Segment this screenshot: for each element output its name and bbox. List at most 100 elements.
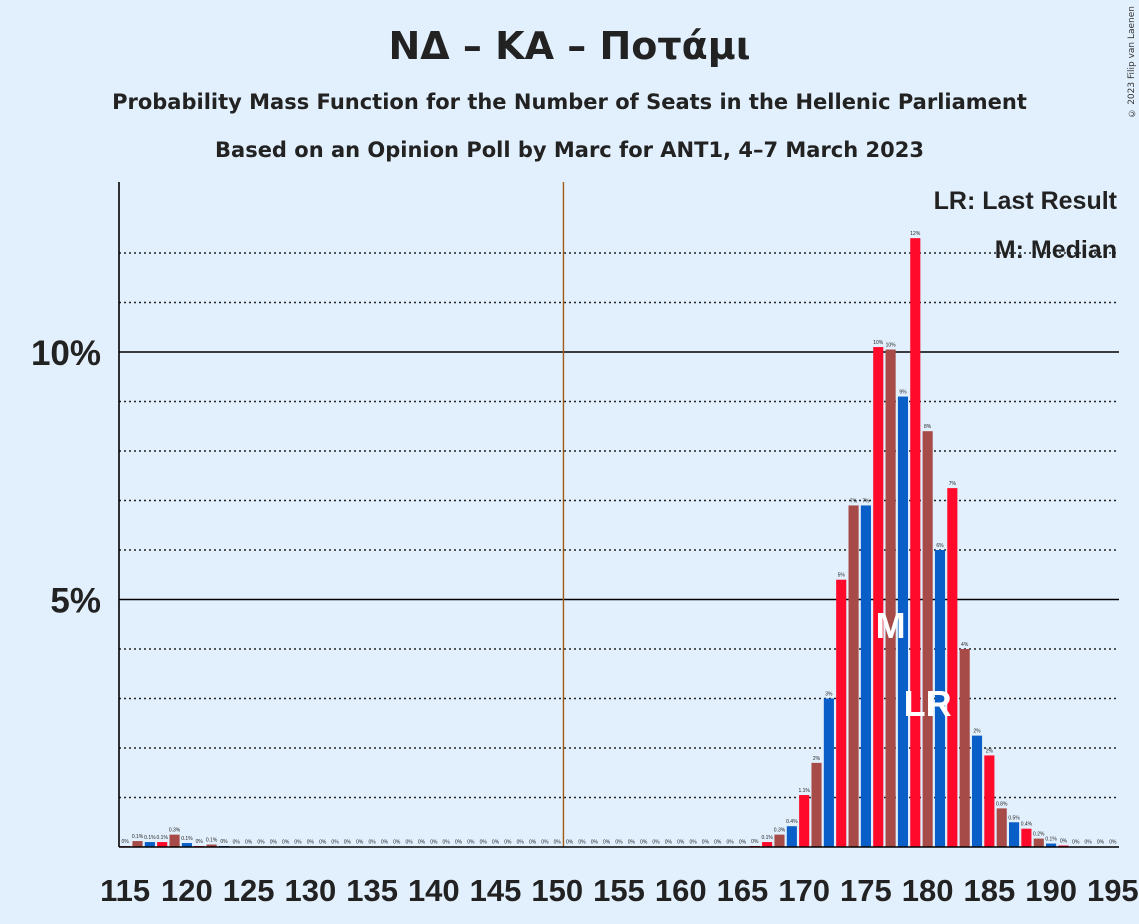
bar-label-117: 0.1%	[144, 835, 156, 841]
bar-label-155: 0%	[615, 840, 623, 846]
bar-184	[971, 735, 983, 847]
bar-169	[786, 826, 797, 847]
bar-label-175: 7%	[862, 498, 870, 504]
x-tick-label: 140	[408, 873, 460, 908]
bar-label-179: 12%	[910, 231, 921, 237]
median-marker: M	[876, 605, 906, 646]
bar-183	[959, 649, 970, 847]
bar-label-152: 0%	[578, 840, 586, 846]
bar-168	[774, 834, 785, 847]
bar-label-162: 0%	[702, 840, 710, 846]
bar-label-174: 7%	[850, 498, 858, 504]
bar-label-135: 0%	[368, 840, 376, 846]
bar-label-194: 0%	[1097, 840, 1105, 846]
x-tick-label: 150	[531, 873, 583, 908]
bar-173	[836, 579, 847, 847]
bar-label-189: 0.2%	[1033, 832, 1045, 838]
bar-label-131: 0%	[319, 840, 327, 846]
bar-label-186: 0.8%	[996, 801, 1008, 807]
bar-label-153: 0%	[591, 840, 599, 846]
bar-label-188: 0.4%	[1021, 822, 1033, 828]
bar-label-173: 5%	[838, 573, 846, 579]
bar-175	[860, 505, 871, 847]
bar-label-180: 8%	[924, 424, 932, 430]
bar-label-183: 4%	[961, 642, 969, 648]
x-tick-label: 160	[655, 873, 707, 908]
bar-label-166: 0%	[751, 839, 759, 845]
x-tick-label: 190	[1025, 873, 1077, 908]
bar-label-167: 0.1%	[761, 835, 773, 841]
bar-label-150: 0%	[554, 840, 562, 846]
bar-label-187: 0.5%	[1008, 815, 1020, 821]
bar-label-182: 7%	[949, 481, 957, 487]
bar-116	[132, 841, 143, 847]
bar-label-160: 0%	[677, 840, 685, 846]
chart-subtitle: Probability Mass Function for the Number…	[112, 90, 1027, 114]
bar-122	[206, 844, 217, 847]
bar-label-181: 6%	[936, 543, 944, 549]
x-tick-label: 145	[470, 873, 522, 908]
bar-label-144: 0%	[480, 840, 488, 846]
bar-172	[823, 698, 834, 847]
bar-label-169: 0.4%	[786, 819, 798, 825]
bar-178	[897, 396, 909, 847]
bar-label-119: 0.3%	[169, 828, 181, 834]
bar-119	[169, 834, 180, 847]
bar-label-195: 0%	[1109, 840, 1117, 846]
x-tick-label: 115	[100, 873, 150, 908]
chart-title: ΝΔ – ΚΑ – Ποτάμι	[388, 24, 751, 68]
bar-label-122: 0.1%	[206, 838, 218, 844]
bar-label-138: 0%	[406, 840, 414, 846]
bar-label-139: 0%	[418, 840, 426, 846]
bar-188	[1021, 828, 1032, 847]
legend-last-result: LR: Last Result	[934, 187, 1118, 215]
chart-source-line: Based on an Opinion Poll by Marc for ANT…	[215, 138, 924, 162]
x-tick-label: 195	[1087, 873, 1139, 908]
bar-label-157: 0%	[640, 840, 648, 846]
bar-176	[873, 347, 884, 847]
x-tick-label: 125	[223, 873, 275, 908]
bar-label-137: 0%	[393, 840, 401, 846]
bar-label-129: 0%	[294, 840, 302, 846]
bar-label-192: 0%	[1072, 840, 1080, 846]
bar-label-170: 1.1%	[798, 788, 810, 794]
markers: M LR	[876, 605, 952, 724]
bar-label-141: 0%	[443, 840, 451, 846]
bar-189	[1033, 838, 1044, 847]
x-tick-label: 135	[346, 873, 398, 908]
bar-label-159: 0%	[665, 840, 673, 846]
bar-label-158: 0%	[652, 840, 660, 846]
bar-label-163: 0%	[714, 840, 722, 846]
bar-117	[144, 842, 155, 847]
x-tick-label: 130	[284, 873, 336, 908]
bar-label-116: 0.1%	[132, 834, 144, 840]
x-tick-label: 165	[717, 873, 769, 908]
bar-label-140: 0%	[430, 840, 438, 846]
bar-label-142: 0%	[455, 840, 463, 846]
axes: 5% 10% 115 120 125 130 135 140 145 150 155 160 165 17…	[31, 182, 1139, 908]
bar-label-185: 2%	[986, 748, 994, 754]
bar-label-171: 2%	[813, 756, 821, 762]
bar-label-145: 0%	[492, 840, 500, 846]
y-tick-label: 10%	[31, 334, 101, 373]
bar-182	[947, 488, 958, 847]
bar-label-146: 0%	[504, 840, 512, 846]
bar-label-191: 0%	[1060, 839, 1068, 845]
y-tick-label: 5%	[50, 582, 101, 621]
x-tick-label: 175	[840, 873, 892, 908]
bar-label-176: 10%	[873, 340, 884, 346]
bar-179	[910, 238, 921, 847]
bar-177	[885, 349, 896, 847]
bar-label-133: 0%	[344, 840, 352, 846]
bar-label-149: 0%	[541, 840, 549, 846]
bar-label-178: 9%	[899, 390, 907, 396]
bar-label-125: 0%	[245, 840, 253, 846]
x-tick-label: 155	[593, 873, 645, 908]
x-tick-label: 180	[902, 873, 954, 908]
bar-label-147: 0%	[517, 840, 525, 846]
bar-181	[934, 550, 946, 847]
bar-label-128: 0%	[282, 840, 290, 846]
last-result-marker: LR	[904, 683, 952, 724]
bar-171	[811, 762, 822, 847]
